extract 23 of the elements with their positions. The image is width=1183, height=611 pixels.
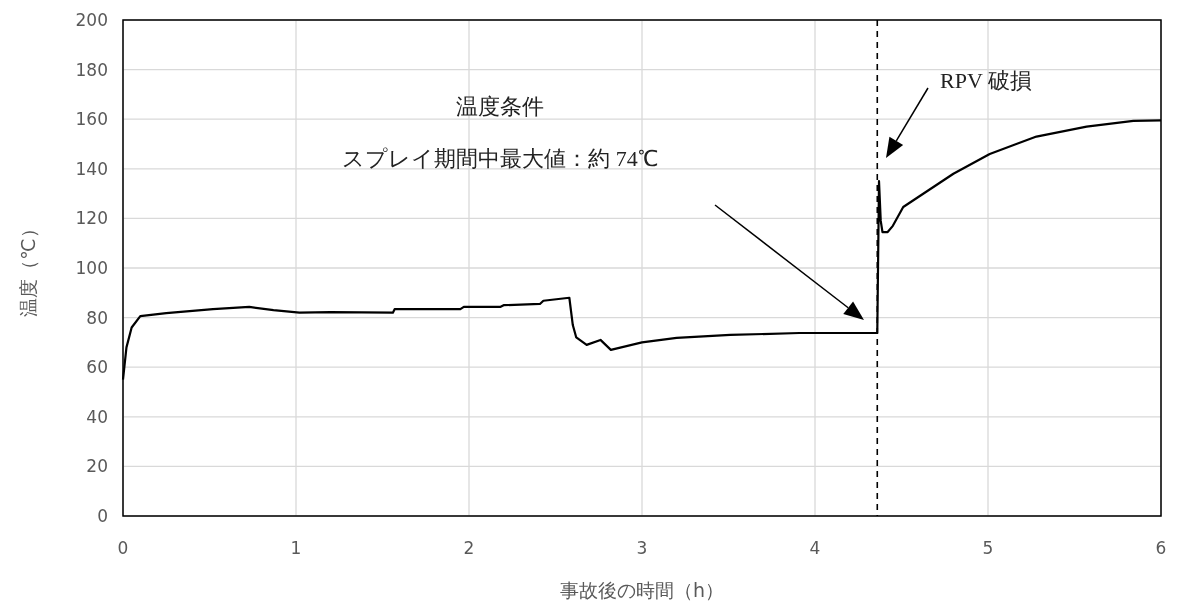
x-axis-title: 事故後の時間（h） xyxy=(559,579,725,601)
x-tick-label: 5 xyxy=(982,538,994,558)
x-tick-label: 2 xyxy=(463,538,475,558)
y-tick-label: 0 xyxy=(97,506,108,526)
y-tick-label: 120 xyxy=(75,208,108,229)
y-axis-title: 温度（℃） xyxy=(17,219,39,317)
y-tick-label: 160 xyxy=(75,109,108,130)
x-tick-label: 3 xyxy=(636,538,648,558)
annotation: RPV 破損 xyxy=(940,67,1032,93)
y-tick-label: 180 xyxy=(75,59,108,80)
annotation: 温度条件 xyxy=(456,93,544,119)
x-tick-label: 6 xyxy=(1155,538,1167,558)
x-tick-label: 4 xyxy=(809,538,821,558)
y-tick-label: 80 xyxy=(86,307,108,328)
x-tick-label: 1 xyxy=(290,538,302,558)
y-tick-label: 20 xyxy=(86,456,108,477)
y-tick-label: 40 xyxy=(86,406,108,427)
y-tick-label: 200 xyxy=(75,10,108,30)
y-tick-label: 100 xyxy=(75,258,108,278)
annotation: スプレイ期間中最大値：約 74℃ xyxy=(342,145,658,171)
x-tick-label: 0 xyxy=(117,538,129,558)
y-tick-label: 140 xyxy=(75,158,108,179)
y-tick-label: 60 xyxy=(86,357,108,378)
